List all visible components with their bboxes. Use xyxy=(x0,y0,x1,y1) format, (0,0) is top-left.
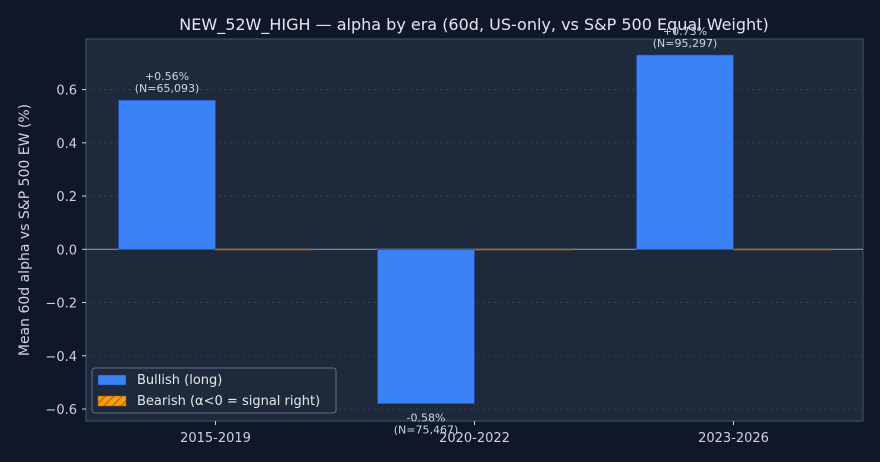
legend-label-bullish: Bullish (long) xyxy=(137,373,222,388)
ticks-layer: −0.6 −0.4 −0.2 0.0 0.2 0.4 0.6 2015-2019 2020-20… xyxy=(45,84,769,446)
bar-data-label: +0.56% xyxy=(145,70,189,83)
labels-layer: +0.56%(N=65,093) -0.58%(N=75,467) +0.73%(N… xyxy=(135,25,718,437)
y-tick-label: 0.2 xyxy=(56,190,77,205)
bearish-bar xyxy=(733,248,831,251)
legend-swatch-bearish xyxy=(97,395,127,407)
x-tick-label: 2015-2019 xyxy=(180,431,251,446)
bearish-bar xyxy=(474,248,572,251)
bar-data-label: (N=75,467) xyxy=(394,424,459,437)
legend-swatch-bullish xyxy=(97,374,127,386)
bullish-bar xyxy=(118,99,216,250)
y-tick-label: −0.6 xyxy=(45,403,77,418)
bar-data-label: +0.73% xyxy=(663,25,707,38)
bar-data-label: -0.58% xyxy=(407,412,446,425)
y-tick-label: 0.6 xyxy=(56,84,77,99)
legend-box xyxy=(91,367,337,414)
bearish-bar xyxy=(215,248,313,251)
bullish-bar xyxy=(377,248,475,404)
x-tick-label: 2020-2022 xyxy=(439,431,510,446)
y-tick-label: −0.2 xyxy=(45,297,77,312)
legend: Bullish (long) Bearish (α<0 = signal rig… xyxy=(91,367,337,414)
chart-title: NEW_52W_HIGH — alpha by era (60d, US-onl… xyxy=(179,15,768,35)
bar-data-label: (N=95,297) xyxy=(653,37,718,50)
bullish-bar xyxy=(636,54,734,250)
y-tick-label: −0.4 xyxy=(45,350,77,365)
bars-layer xyxy=(118,54,831,404)
y-tick-label: 0.0 xyxy=(56,243,77,258)
x-tick-label: 2023-2026 xyxy=(698,431,769,446)
legend-label-bearish: Bearish (α<0 = signal right) xyxy=(137,394,320,409)
y-axis-label: Mean 60d alpha vs S&P 500 EW (%) xyxy=(17,104,33,356)
bar-data-label: (N=65,093) xyxy=(135,82,200,95)
y-tick-label: 0.4 xyxy=(56,137,77,152)
